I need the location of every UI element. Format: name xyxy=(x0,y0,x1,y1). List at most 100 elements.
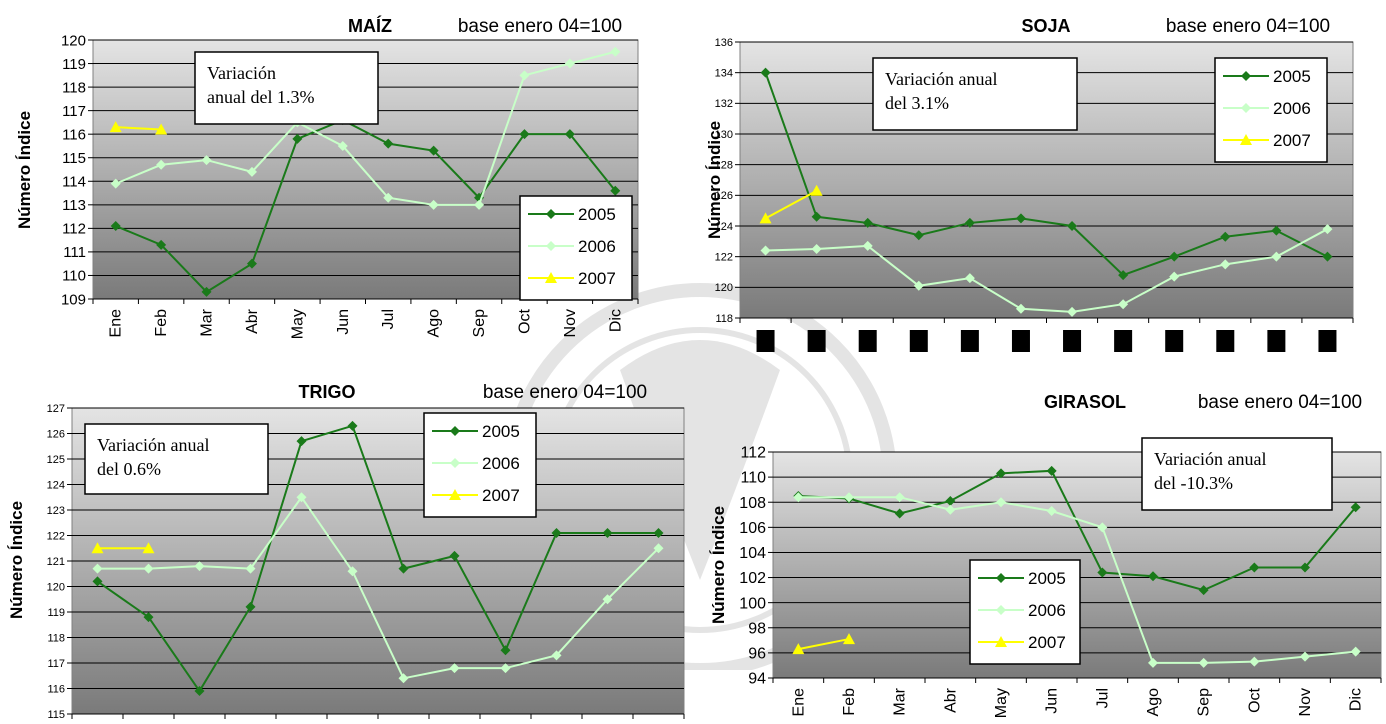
data-point xyxy=(996,468,1006,479)
series-line xyxy=(765,228,1328,313)
x-tick-label: Jul xyxy=(380,309,397,329)
data-point xyxy=(337,140,348,151)
data-point xyxy=(1148,571,1158,582)
chart-subtitle: base enero 04=100 xyxy=(483,382,647,403)
data-point xyxy=(428,145,439,156)
data-point xyxy=(1169,271,1180,282)
data-point xyxy=(109,121,122,133)
data-point xyxy=(246,166,257,177)
data-point xyxy=(1322,251,1333,262)
data-point xyxy=(1015,213,1026,224)
data-point xyxy=(792,643,805,655)
x-tick-label: Nov xyxy=(562,309,579,337)
data-point xyxy=(143,612,154,623)
data-point xyxy=(110,178,121,189)
data-point xyxy=(602,527,613,538)
annotation-text: del 0.6% xyxy=(97,459,161,479)
y-tick-label: 96 xyxy=(748,645,766,662)
data-point xyxy=(996,497,1006,508)
legend-label: 2006 xyxy=(578,237,616,256)
y-tick-label: 113 xyxy=(62,197,86,214)
y-tick-label: 118 xyxy=(715,313,733,325)
data-point xyxy=(1198,657,1209,668)
data-point xyxy=(296,436,307,447)
data-point xyxy=(398,563,409,574)
y-tick-label: 119 xyxy=(62,56,86,73)
y-tick-label: 106 xyxy=(739,520,766,537)
data-point xyxy=(1067,221,1078,231)
data-point xyxy=(1118,270,1129,281)
y-tick-label: 124 xyxy=(47,479,65,491)
x-tick-label-redacted xyxy=(909,330,928,352)
data-point xyxy=(1350,502,1361,513)
data-point xyxy=(143,563,154,574)
data-point xyxy=(759,212,772,224)
data-point xyxy=(1249,656,1260,667)
data-point xyxy=(156,159,167,170)
y-tick-label: 123 xyxy=(47,505,65,517)
legend-marker xyxy=(996,605,1006,615)
y-axis-title: Número Índice xyxy=(705,121,724,239)
data-point xyxy=(551,650,562,661)
y-tick-label: 119 xyxy=(47,607,65,619)
data-point xyxy=(945,504,956,515)
x-tick-label: Dic xyxy=(607,309,624,332)
annotation-box xyxy=(84,423,269,495)
x-tick-label: May xyxy=(289,309,306,339)
series-line xyxy=(115,118,617,294)
data-point xyxy=(564,58,575,69)
x-tick-label-redacted xyxy=(1063,330,1082,352)
legend-marker xyxy=(546,209,556,219)
legend-marker xyxy=(1241,103,1251,113)
x-tick-label: Ago xyxy=(426,309,443,338)
data-point xyxy=(519,129,530,140)
y-tick-label: 118 xyxy=(62,79,86,96)
y-tick-label: 122 xyxy=(47,530,65,542)
legend-marker xyxy=(996,573,1006,583)
y-tick-label: 108 xyxy=(739,495,766,512)
data-point xyxy=(1169,251,1180,262)
data-point xyxy=(551,527,562,538)
data-point xyxy=(894,508,905,519)
series-2006 xyxy=(760,224,1333,317)
data-point xyxy=(564,129,575,140)
legend-marker xyxy=(450,426,460,436)
y-tick-label: 120 xyxy=(61,32,86,49)
data-point xyxy=(383,192,394,203)
y-tick-label: 112 xyxy=(740,445,766,462)
y-tick-label: 115 xyxy=(47,709,65,721)
y-tick-label: 126 xyxy=(715,190,733,202)
data-point xyxy=(760,67,771,78)
data-point xyxy=(913,230,924,241)
x-tick-label: Jul xyxy=(1094,688,1111,708)
data-point xyxy=(1198,585,1209,596)
annotation-box xyxy=(872,57,1078,131)
data-point xyxy=(862,217,873,228)
chart-maz: 109 110 111 112 113 114 115 116 117 118 119 120 Ene F… xyxy=(15,15,639,339)
data-point xyxy=(110,221,121,232)
x-tick-label-redacted xyxy=(1267,330,1286,352)
x-tick-label: Abr xyxy=(244,308,261,334)
x-tick-label: Oct xyxy=(516,308,533,333)
y-tick-label: 118 xyxy=(47,632,65,644)
legend-marker xyxy=(546,241,556,251)
data-point xyxy=(347,420,358,431)
series-line xyxy=(96,424,659,693)
data-point xyxy=(862,240,873,251)
data-point xyxy=(155,123,168,135)
series-2005 xyxy=(92,420,664,697)
y-tick-label: 120 xyxy=(715,282,733,294)
legend-label: 2006 xyxy=(1028,601,1066,620)
data-point xyxy=(245,563,256,574)
y-tick-label: 109 xyxy=(61,291,86,308)
data-point xyxy=(449,550,460,561)
legend-marker xyxy=(1241,71,1251,81)
x-tick-label-redacted xyxy=(756,330,775,352)
data-point xyxy=(245,601,256,612)
x-tick-label-redacted xyxy=(1216,330,1235,352)
y-tick-label: 130 xyxy=(715,129,733,141)
legend-label: 2007 xyxy=(482,486,520,505)
legend-label: 2005 xyxy=(578,205,616,224)
y-axis-title: Número Índice xyxy=(709,506,728,624)
